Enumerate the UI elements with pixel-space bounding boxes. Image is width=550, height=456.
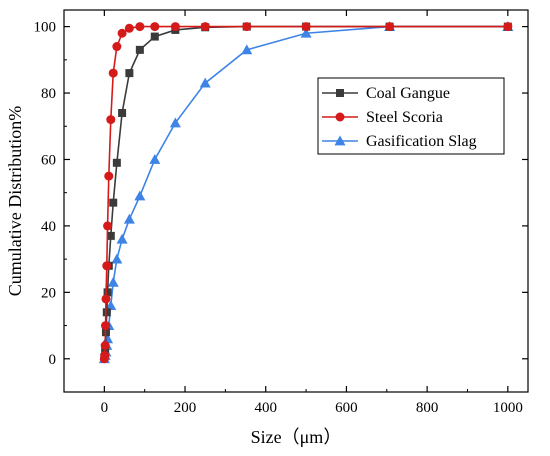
- legend-marker: [335, 112, 345, 122]
- series-line-coal-gangue: [103, 25, 508, 358]
- legend-label: Steel Scoria: [366, 109, 443, 126]
- y-axis-label: Cumulative Distribution%: [5, 106, 25, 297]
- data-point-steel-scoria: [102, 261, 112, 271]
- data-point-steel-scoria: [170, 22, 180, 32]
- data-point-steel-scoria: [101, 321, 111, 331]
- data-point-gasification-slag: [300, 27, 312, 38]
- data-point-gasification-slag: [123, 213, 135, 224]
- data-point-steel-scoria: [503, 22, 513, 32]
- x-tick-label: 600: [335, 400, 358, 416]
- data-point-steel-scoria: [117, 28, 127, 38]
- data-point-steel-scoria: [100, 350, 110, 360]
- data-point-gasification-slag: [111, 253, 123, 264]
- y-tick-label: 100: [34, 20, 57, 36]
- data-point-steel-scoria: [301, 22, 311, 32]
- legend-marker: [334, 135, 346, 146]
- data-point-steel-scoria: [104, 171, 114, 181]
- data-point-steel-scoria: [103, 221, 113, 231]
- y-tick-label: 20: [41, 285, 56, 301]
- series-steel-scoria: [99, 22, 513, 364]
- data-point-coal-gangue: [102, 308, 111, 317]
- series-gasification-slag: [98, 21, 514, 364]
- data-point-coal-gangue: [106, 231, 115, 240]
- x-tick-label: 800: [416, 400, 439, 416]
- data-point-steel-scoria: [385, 22, 395, 32]
- data-point-steel-scoria: [106, 115, 116, 125]
- legend-marker: [336, 89, 344, 97]
- x-tick-label: 200: [174, 400, 197, 416]
- data-point-steel-scoria: [112, 42, 122, 52]
- data-point-coal-gangue: [109, 198, 118, 207]
- data-point-steel-scoria: [242, 22, 252, 32]
- x-tick-label: 0: [101, 400, 109, 416]
- data-point-gasification-slag: [149, 153, 161, 164]
- legend-entry: Coal Gangue: [322, 85, 450, 102]
- legend: Coal Gangue Steel Scoria Gasification Slag: [317, 77, 505, 155]
- data-point-coal-gangue: [112, 158, 121, 167]
- plot-frame: [63, 9, 529, 393]
- x-axis-label: Size（μm）: [251, 427, 342, 447]
- y-tick-label: 0: [49, 352, 57, 368]
- data-point-gasification-slag: [116, 233, 128, 244]
- data-point-steel-scoria: [150, 22, 160, 32]
- data-point-gasification-slag: [199, 77, 211, 88]
- data-point-coal-gangue: [125, 69, 134, 78]
- legend-label: Gasification Slag: [366, 133, 477, 150]
- x-tick-label: 1000: [493, 400, 523, 416]
- data-point-gasification-slag: [134, 190, 146, 201]
- data-point-steel-scoria: [124, 23, 134, 33]
- y-tick-label: 80: [41, 86, 56, 102]
- data-point-gasification-slag: [169, 117, 181, 128]
- legend-entry: Steel Scoria: [322, 109, 443, 126]
- series-coal-gangue: [100, 22, 512, 362]
- data-point-coal-gangue: [150, 32, 159, 41]
- x-tick-label: 400: [254, 400, 277, 416]
- series-line-gasification-slag: [103, 25, 508, 359]
- series-line-steel-scoria: [103, 25, 508, 359]
- data-point-steel-scoria: [108, 68, 118, 78]
- y-tick-label: 40: [41, 219, 56, 235]
- data-point-coal-gangue: [103, 288, 112, 297]
- data-point-coal-gangue: [118, 108, 127, 117]
- data-point-gasification-slag: [241, 44, 253, 55]
- data-point-coal-gangue: [135, 45, 144, 54]
- series-layer: [98, 21, 514, 364]
- data-point-steel-scoria: [100, 340, 110, 350]
- plot-border: [63, 9, 529, 393]
- axis-ticks: 0 200 400 600 800 1000 0 20 40 60 80 100: [34, 10, 528, 416]
- data-point-steel-scoria: [101, 294, 111, 304]
- data-point-gasification-slag: [105, 300, 117, 311]
- legend-entry: Gasification Slag: [322, 133, 477, 150]
- legend-label: Coal Gangue: [366, 85, 450, 102]
- data-point-steel-scoria: [200, 22, 210, 32]
- y-tick-label: 60: [41, 152, 56, 168]
- data-point-gasification-slag: [107, 276, 119, 287]
- data-point-steel-scoria: [135, 22, 145, 32]
